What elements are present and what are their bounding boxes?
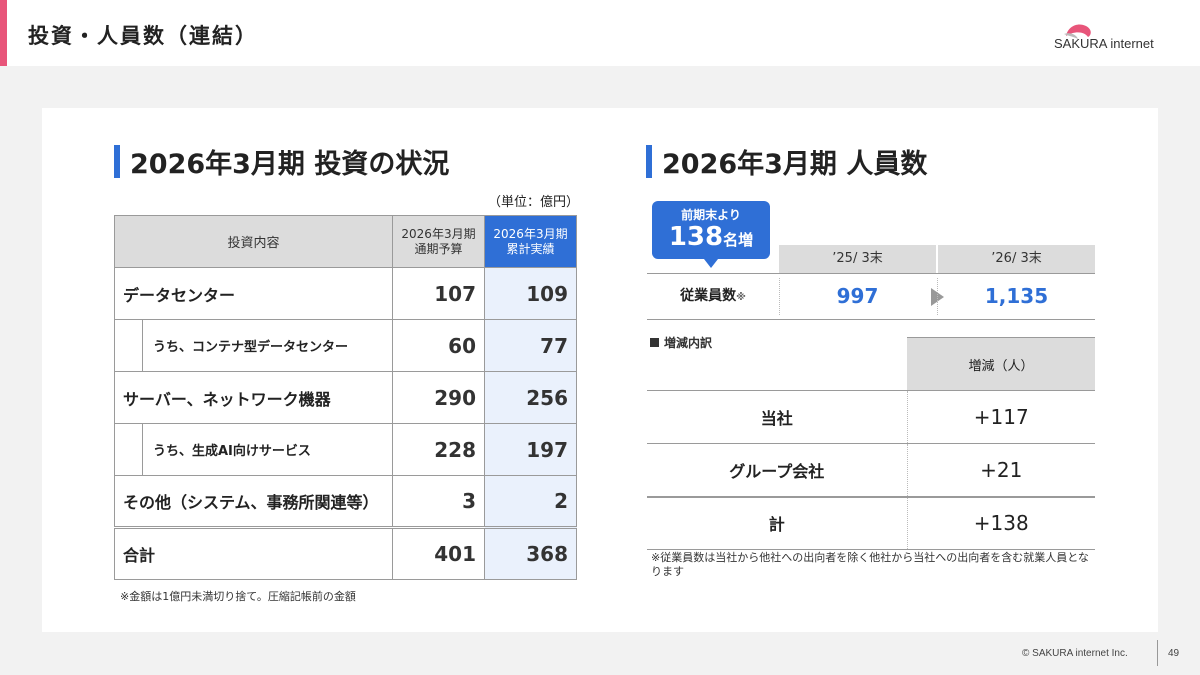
breakdown-row: グループ会社 +21: [647, 443, 1095, 497]
page-header: 投資・人員数（連結） SAKURA internet: [0, 0, 1200, 66]
col-header-budget: 2026年3月期 通期予算: [392, 215, 485, 268]
breakdown-row: 当社 +117: [647, 390, 1095, 444]
row-label: サーバー、ネットワーク機器: [114, 371, 393, 424]
prev-value: 997: [836, 284, 879, 308]
unit-label: （単位：億円）: [488, 195, 580, 210]
header-accent-bar: [0, 0, 7, 66]
table-row: うち、コンテナ型データセンター 60 77: [114, 319, 577, 372]
row-label-sub: （システム、事務所関連等）: [171, 493, 379, 512]
callout-number: 138名増: [652, 223, 770, 254]
actual-value: 77: [484, 319, 577, 372]
square-bullet-icon: [650, 338, 659, 347]
investment-section-title: 2026年3月期 投資の状況: [114, 142, 449, 181]
table-row: うち、生成AI向けサービス 228 197: [114, 423, 577, 476]
investment-note: ※金額は1億円未満切り捨て。圧縮記帳前の金額: [120, 590, 356, 603]
budget-value: 290: [392, 371, 485, 424]
col-header-prev: ’25/ 3末: [779, 245, 936, 273]
breakdown-total-label: 計: [647, 495, 907, 550]
col-header-actual-line1: 2026年3月期: [493, 226, 568, 241]
callout-number-suffix: 名増: [723, 231, 754, 249]
staff-section-title: 2026年3月期 人員数: [646, 142, 927, 181]
investment-table: 投資内容 2026年3月期 通期予算 2026年3月期 累計実績 データセンター…: [114, 215, 577, 580]
callout-caption: 前期末より: [681, 208, 741, 222]
title-accent-bar: [646, 145, 652, 178]
table-row: データセンター 107 109: [114, 267, 577, 320]
budget-value: 60: [392, 319, 485, 372]
col-header-curr: ’26/ 3末: [938, 245, 1095, 273]
company-logo: SAKURA internet: [1042, 22, 1172, 52]
row-label: うち、コンテナ型データセンター: [142, 319, 393, 372]
row-label: その他（システム、事務所関連等）: [114, 475, 393, 528]
employee-label: 従業員数※: [647, 274, 779, 319]
budget-value: 3: [392, 475, 485, 528]
budget-value: 107: [392, 267, 485, 320]
employee-label-text: 従業員数: [680, 288, 737, 304]
indent-spacer: [114, 423, 143, 476]
row-label: うち、生成AI向けサービス: [142, 423, 393, 476]
indent-spacer: [114, 319, 143, 372]
actual-value: 109: [484, 267, 577, 320]
breakdown-label: 当社: [647, 390, 907, 444]
breakdown-total-value: +138: [906, 495, 1095, 550]
page-number: 49: [1168, 648, 1180, 659]
col-header-budget-line2: 通期予算: [414, 241, 463, 256]
col-header-actual: 2026年3月期 累計実績: [484, 215, 577, 268]
copyright: © SAKURA internet Inc.: [1022, 648, 1128, 659]
breakdown-total-row: 計 +138: [647, 495, 1095, 550]
breakdown-table: 増減（人） 当社 +117 グループ会社 +21 計 +138: [647, 337, 1095, 550]
total-actual-value: 368: [484, 526, 577, 580]
divider: [937, 278, 938, 315]
title-accent-bar: [114, 145, 120, 178]
increase-callout: 前期末より 138名増: [652, 201, 770, 268]
actual-value: 2: [484, 475, 577, 528]
curr-value: 1,135: [984, 284, 1049, 308]
actual-value: 256: [484, 371, 577, 424]
col-header-item: 投資内容: [114, 215, 393, 268]
employee-label-mark: ※: [736, 292, 746, 303]
table-row: その他（システム、事務所関連等） 3 2: [114, 475, 577, 528]
budget-value: 228: [392, 423, 485, 476]
callout-number-value: 138: [668, 222, 724, 252]
content-card: 2026年3月期 投資の状況 （単位：億円） 投資内容 2026年3月期 通期予…: [42, 108, 1158, 632]
col-header-budget-line1: 2026年3月期: [401, 226, 476, 241]
callout-pointer: [704, 259, 718, 268]
staff-note: ※従業員数は当社から他社への出向者を除く他社から当社への出向者を含む就業人員とな…: [651, 551, 1089, 578]
col-header-actual-line2: 累計実績: [506, 241, 555, 256]
breakdown-header-row: 増減（人）: [647, 337, 1095, 391]
sakura-logo-icon: [1064, 24, 1091, 39]
breakdown-title-text: 増減内訳: [664, 336, 713, 350]
breakdown-value: +117: [906, 390, 1095, 444]
breakdown-label: グループ会社: [647, 443, 907, 497]
employee-row: 従業員数※ 997 1,135: [647, 273, 1095, 320]
staff-title-text: 2026年3月期 人員数: [662, 149, 928, 180]
table-row: サーバー、ネットワーク機器 290 256: [114, 371, 577, 424]
breakdown-value: +21: [906, 443, 1095, 497]
row-label: データセンター: [114, 267, 393, 320]
divider: [779, 278, 780, 315]
table-header-row: 投資内容 2026年3月期 通期予算 2026年3月期 累計実績: [114, 215, 577, 268]
page-title: 投資・人員数（連結）: [28, 24, 258, 48]
actual-value: 197: [484, 423, 577, 476]
row-label-main: その他: [123, 493, 172, 512]
total-row: 合計 401 368: [114, 526, 577, 580]
logo-text: SAKURA internet: [1054, 36, 1154, 51]
investment-title-text: 2026年3月期 投資の状況: [130, 149, 450, 180]
breakdown-col-header: 増減（人）: [907, 337, 1095, 391]
breakdown-title: 増減内訳: [650, 334, 712, 351]
footer-divider: [1157, 640, 1158, 666]
total-budget-value: 401: [392, 526, 485, 580]
total-label: 合計: [114, 526, 393, 580]
